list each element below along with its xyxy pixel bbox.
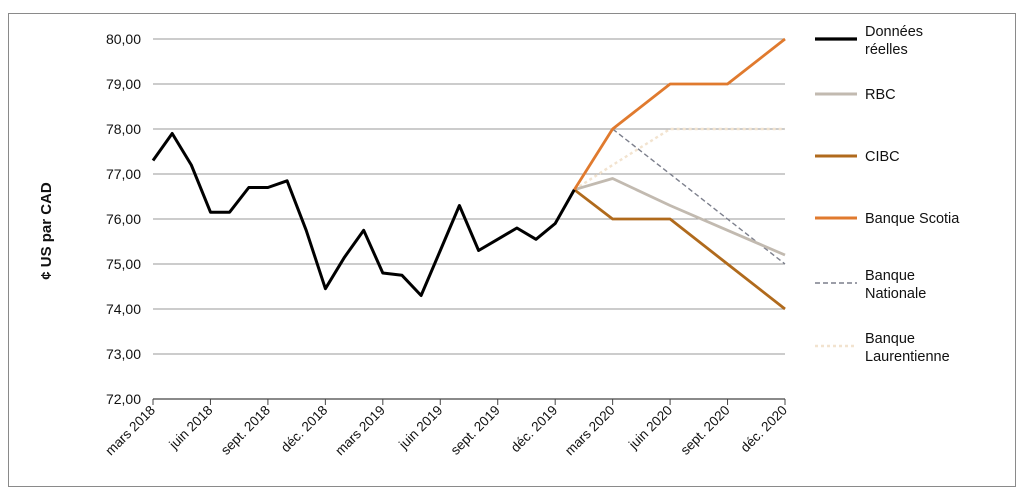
x-tick-label: sept. 2020 — [677, 403, 732, 458]
y-tick-label: 74,00 — [106, 301, 141, 317]
series-line-banque-nationale — [573, 128, 786, 265]
legend: Données réelles RBC CIBC Banque Scotia Banque… — [815, 24, 960, 365]
x-tick-label: déc. 2018 — [278, 403, 331, 456]
legend-label: Banque Scotia — [865, 211, 960, 227]
x-tick-label: juin 2019 — [395, 403, 445, 453]
y-tick-label: 77,00 — [106, 166, 141, 182]
y-tick-label: 75,00 — [106, 256, 141, 272]
series-line-rbc — [573, 177, 786, 257]
series-line-banque-laurentienne — [573, 127, 785, 191]
series-line-banque-scotia — [573, 37, 786, 191]
chart-frame — [8, 13, 1016, 487]
y-axis-label: ¢ US par CAD — [38, 182, 55, 280]
legend-label: réelles — [865, 42, 908, 58]
series-lines — [151, 37, 786, 311]
x-tick-label: mars 2019 — [332, 403, 388, 459]
legend-label: Nationale — [865, 286, 926, 302]
legend-label: Laurentienne — [865, 349, 950, 365]
x-tick-label: mars 2018 — [102, 403, 158, 459]
x-tick-label: déc. 2019 — [508, 403, 561, 456]
legend-label: Banque — [865, 268, 915, 284]
x-axis — [152, 399, 786, 405]
y-tick-label: 79,00 — [106, 76, 141, 92]
legend-label: RBC — [865, 87, 896, 103]
x-tick-label: sept. 2019 — [448, 403, 503, 458]
y-tick-label: 76,00 — [106, 211, 141, 227]
x-tick-label: juin 2020 — [625, 403, 675, 453]
legend-label: Données — [865, 24, 923, 40]
legend-label: Banque — [865, 331, 915, 347]
y-tick-label: 72,00 — [106, 391, 141, 407]
x-tick-label: sept. 2018 — [218, 403, 273, 458]
x-tick-label: déc. 2020 — [738, 403, 791, 456]
gridlines — [153, 38, 785, 400]
y-tick-label: 73,00 — [106, 346, 141, 362]
x-tick-label: mars 2020 — [562, 403, 618, 459]
x-tick-label: juin 2018 — [166, 403, 216, 453]
y-axis-ticks: 72,00 73,00 74,00 75,00 76,00 77,00 78,00 79,00… — [106, 31, 141, 407]
x-axis-ticks: mars 2018 juin 2018 sept. 2018 déc. 2018 mar… — [102, 403, 790, 459]
series-line-cibc — [573, 188, 786, 311]
y-tick-label: 78,00 — [106, 121, 141, 137]
y-tick-label: 80,00 — [106, 31, 141, 47]
series-line-donn-es-r-elles — [151, 132, 576, 297]
legend-label: CIBC — [865, 149, 900, 165]
